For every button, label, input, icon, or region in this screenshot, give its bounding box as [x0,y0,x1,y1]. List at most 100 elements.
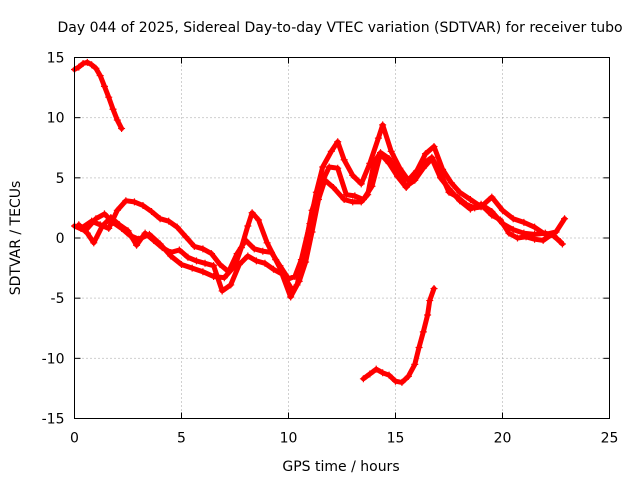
data-point [411,360,419,368]
data-point [250,245,258,253]
data-point [419,159,427,167]
x-tick-label: 15 [387,431,405,447]
data-point [334,138,342,146]
data-point [392,377,399,385]
data-point [167,248,175,256]
data-point [396,164,404,172]
x-tick-label: 10 [280,431,298,447]
data-point [379,121,387,129]
data-point [175,246,183,254]
grid [74,57,610,419]
data-point [88,217,96,225]
y-tick-label: -5 [51,291,65,307]
data-series [71,58,569,386]
data-point [357,180,365,188]
data-point [561,215,569,223]
data-point [531,235,539,243]
data-point [385,371,393,379]
data-point [349,171,357,179]
data-point [456,188,464,196]
data-point [430,285,438,293]
data-point [83,229,91,237]
data-point [124,227,132,235]
data-point [447,179,455,187]
data-point [173,223,181,231]
y-tick-label: 15 [47,51,65,67]
data-point [263,239,271,247]
data-point [141,229,149,237]
data-point [133,241,141,249]
data-point [109,105,117,113]
data-point [278,270,286,278]
data-point [404,372,412,380]
data-point [248,209,256,217]
data-point [499,206,506,214]
data-point [340,195,348,203]
data-point [178,260,185,268]
data-point [359,195,367,203]
data-point [398,378,406,386]
data-point [329,183,337,191]
data-point [402,183,410,191]
data-point [552,228,560,236]
data-point [252,257,260,265]
data-point [210,262,218,270]
data-point [220,274,228,282]
data-point [182,233,190,241]
data-point [148,208,156,216]
data-point [79,60,87,68]
data-point [334,164,342,172]
data-point [75,63,83,71]
y-tick-label: 0 [56,231,65,247]
data-point [244,252,252,260]
data-point [122,197,130,205]
data-point [319,163,327,171]
data-point [255,216,263,224]
x-axis-label: GPS time / hours [282,459,399,475]
data-point [340,156,348,164]
data-point [235,260,243,268]
data-point [377,150,385,158]
x-tick-label: 20 [494,431,512,447]
data-point [394,173,402,181]
data-point [150,236,158,244]
data-point [387,147,395,155]
data-point [287,293,295,301]
data-point [424,311,432,319]
data-point [184,253,192,261]
data-point [462,200,470,208]
data-point [411,173,419,181]
data-point [130,198,138,206]
data-point [156,215,164,223]
data-point [88,61,96,69]
data-point [98,222,106,230]
data-point [488,193,496,201]
data-point [505,229,513,237]
data-point [261,259,269,267]
data-point [419,328,427,336]
data-point [105,224,113,232]
data-point [299,252,307,260]
data-point [436,169,444,177]
data-point [421,150,429,158]
data-point [113,206,121,214]
data-point [100,82,108,90]
data-point [513,234,521,242]
data-point [368,182,376,190]
data-point [218,287,226,295]
series-arc3 [78,122,568,282]
data-point [199,245,207,253]
data-point [454,193,462,201]
series-arc5 [360,286,437,385]
data-point [259,247,267,255]
data-point [158,244,166,252]
x-tick-label: 5 [177,431,186,447]
data-point [115,221,123,229]
data-point [75,221,83,229]
data-point [531,223,539,231]
y-axis-label: SDTVAR / TECUs [8,181,24,296]
data-point [385,159,393,167]
data-point [548,230,556,238]
series-arc1 [72,59,125,131]
